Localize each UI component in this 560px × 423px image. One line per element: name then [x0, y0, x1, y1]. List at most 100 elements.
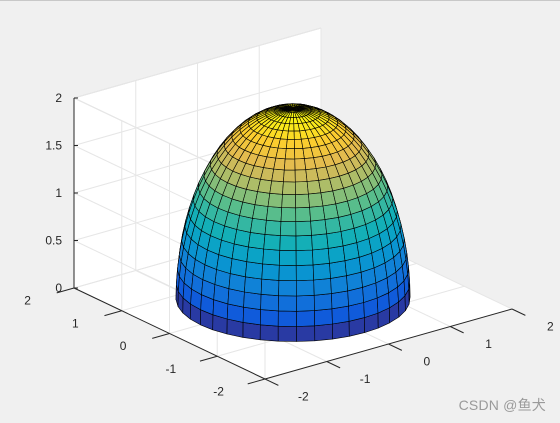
surface-face: [313, 278, 332, 296]
grid-line: [73, 75, 322, 146]
surface-face: [243, 291, 262, 310]
surface-face: [296, 295, 315, 312]
surface-face: [314, 323, 333, 342]
surface-face: [310, 219, 327, 236]
surface-face: [327, 245, 346, 264]
y-tick: [199, 355, 218, 362]
surface-face: [326, 231, 344, 249]
surface-face: [277, 310, 297, 327]
surface-face: [295, 220, 312, 237]
surface-mesh[interactable]: [175, 103, 411, 342]
surface-face: [294, 158, 307, 171]
surface-face: [260, 294, 279, 312]
surface-face: [284, 148, 296, 160]
surface-face: [245, 261, 263, 280]
x-tick-label: -2: [298, 389, 309, 403]
surface-face: [294, 169, 308, 183]
z-tick-label: 1: [55, 186, 62, 200]
surface-face: [331, 290, 349, 310]
surface-face: [267, 193, 283, 208]
z-tick-label: 2: [55, 91, 62, 105]
x-tick: [264, 378, 279, 386]
surface-face: [330, 275, 348, 294]
y-tick: [247, 378, 266, 385]
surface-face: [246, 246, 264, 265]
grid-line: [73, 27, 322, 99]
surface-face: [242, 306, 261, 326]
watermark-label: CSDN @鱼犬: [458, 397, 546, 413]
x-tick: [450, 326, 464, 334]
surface-face: [295, 207, 311, 222]
surface-face: [278, 264, 297, 281]
surface-face: [242, 322, 261, 341]
surface-face: [309, 205, 326, 222]
surface-face: [279, 235, 297, 251]
surface-face: [250, 218, 267, 235]
surface-face: [288, 123, 295, 132]
surface-face: [273, 157, 286, 171]
x-tick-label: 2: [547, 319, 554, 333]
surface-face: [282, 181, 296, 195]
surface-face: [264, 219, 282, 236]
surface-face: [278, 280, 297, 297]
surface-face: [296, 325, 316, 342]
surface-face: [262, 248, 281, 266]
surface-face: [324, 217, 342, 235]
surface-face: [308, 192, 324, 208]
x-tick: [388, 343, 403, 351]
surface-face: [281, 194, 296, 209]
surface-face: [280, 221, 297, 237]
x-tick: [511, 308, 526, 316]
surface-face: [329, 260, 347, 279]
surface-face: [261, 263, 280, 281]
surface-face: [295, 235, 313, 251]
surface-face: [284, 158, 296, 171]
surface-face: [257, 179, 272, 194]
x-tick-label: 0: [423, 354, 430, 368]
surface-face: [254, 191, 271, 207]
surface-face: [259, 324, 279, 342]
window-top-border: [0, 0, 560, 1]
surface-face: [280, 207, 297, 222]
surface-face: [244, 276, 263, 295]
z-tick-label: 0: [55, 281, 62, 295]
surface-face: [296, 310, 315, 327]
surface-face: [295, 264, 314, 281]
x-tick-label: 1: [485, 337, 492, 351]
surface-face: [332, 321, 350, 340]
surface-face: [287, 130, 295, 140]
axis-lines: [56, 97, 526, 386]
surface-face: [277, 325, 297, 342]
surface-face: [248, 232, 266, 250]
surface-face: [286, 139, 295, 149]
y-tick-label: -2: [213, 385, 224, 399]
z-tick-label: 0.5: [45, 234, 62, 248]
surface-face: [266, 206, 282, 222]
x-tick: [326, 361, 341, 369]
y-tick: [56, 287, 75, 294]
y-tick-label: 2: [24, 294, 31, 308]
surface-face: [260, 278, 280, 296]
surface-face: [271, 168, 285, 182]
tick-labels: -2 -1 0 1 2 -2 -1 0 1 2 0 0.5 1 1.5 2: [24, 91, 554, 403]
surface-face: [311, 233, 329, 251]
surface-face: [312, 263, 331, 281]
surface-face: [314, 308, 333, 327]
surface-face: [295, 181, 309, 195]
z-tick-label: 1.5: [45, 139, 62, 153]
surface-face: [283, 169, 296, 183]
surface-face: [263, 234, 281, 251]
y-tick-label: -1: [165, 362, 176, 376]
surface-face: [295, 249, 314, 266]
surface-face: [331, 305, 350, 325]
surface-face: [296, 279, 315, 297]
y-tick: [104, 310, 122, 317]
surface-face: [269, 180, 284, 195]
surface-face: [313, 293, 333, 311]
surface-face: [279, 250, 297, 266]
surface-face: [278, 295, 297, 312]
surface-face: [252, 204, 269, 221]
surface-face: [312, 248, 330, 266]
